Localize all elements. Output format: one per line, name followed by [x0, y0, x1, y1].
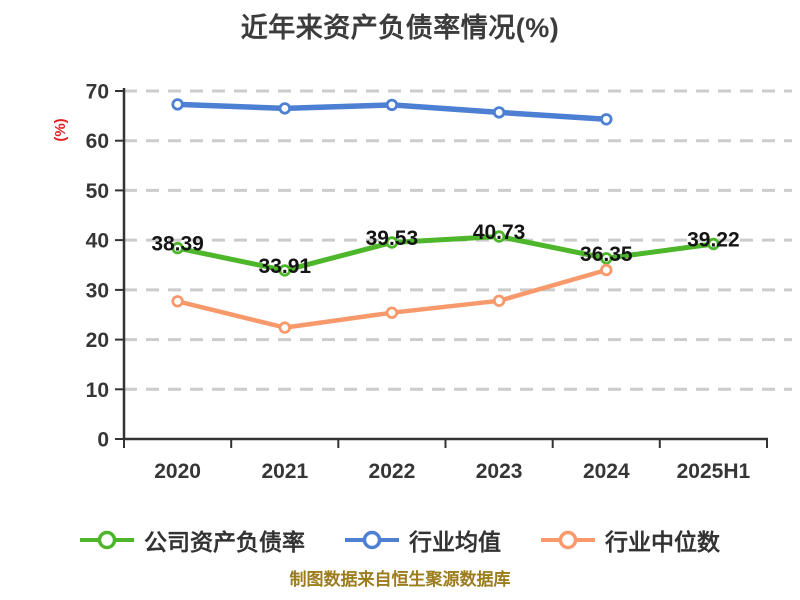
line-series-marker-icon [80, 530, 134, 550]
y-tick-label: 0 [97, 429, 109, 452]
y-tick-label: 10 [86, 379, 109, 402]
y-tick-label: 60 [86, 130, 109, 153]
chart-title: 近年来资产负债率情况(%) [240, 13, 560, 43]
data-point-industry-mean-2023[interactable] [492, 106, 506, 119]
y-tick-label: 40 [86, 230, 109, 253]
series-line-industry-median [175, 267, 609, 330]
data-point-industry-mean-2022[interactable] [385, 98, 399, 112]
x-tick-label: 2023 [476, 460, 523, 483]
x-tick-label: 2022 [369, 460, 416, 483]
label-layer: 38.39 33.91 39.53 40.73 36.35 39.22 [151, 221, 739, 278]
data-point-industry-median-2022[interactable] [385, 306, 399, 319]
data-label-company-debt-ratio-2025H1: 39.22 [687, 229, 740, 252]
data-point-company-debt-ratio-2021[interactable] [278, 264, 292, 277]
data-label-company-debt-ratio-2023: 40.73 [473, 221, 526, 244]
data-label-company-debt-ratio-2024: 36.35 [580, 243, 633, 266]
y-tick-label: 70 [86, 81, 109, 104]
legend-label: 行业中位数 [605, 529, 720, 555]
legend-label: 行业均值 [409, 529, 501, 555]
data-point-industry-mean-2024[interactable] [600, 113, 613, 126]
chart-legend: 公司资产负债率 行业均值 行业中位数 [0, 523, 800, 557]
line-series-marker-icon [345, 530, 399, 550]
grid-layer [124, 89, 792, 391]
data-source-note: 制图数据来自恒生聚源数据库 [289, 570, 511, 589]
y-tick-label: 20 [86, 329, 109, 352]
series-layer [171, 98, 720, 334]
data-label-company-debt-ratio-2022: 39.53 [366, 227, 419, 250]
line-series-marker-icon [541, 530, 595, 550]
x-tick-label: 2021 [261, 460, 308, 483]
legend-label: 公司资产负债率 [144, 529, 305, 555]
data-point-industry-median-2020[interactable] [171, 295, 184, 308]
legend-item-industry-mean[interactable]: 行业均值 [345, 523, 501, 557]
legend-item-company-debt-ratio[interactable]: 公司资产负债率 [80, 523, 305, 557]
data-label-company-debt-ratio-2021: 33.91 [259, 255, 312, 278]
series-line-company-debt-ratio [175, 234, 716, 273]
y-tick-label: 30 [86, 279, 109, 302]
data-point-company-debt-ratio-2022[interactable] [385, 236, 399, 249]
axis-layer: 0 10 20 30 40 50 60 70 2020 2021 2022 2023 2024 2025H… [86, 81, 768, 483]
data-point-industry-median-2021[interactable] [278, 321, 292, 334]
data-point-company-debt-ratio-2024[interactable] [600, 252, 613, 265]
x-tick-label: 2025H1 [677, 460, 751, 483]
data-point-industry-median-2024[interactable] [600, 263, 613, 277]
data-point-industry-mean-2020[interactable] [171, 98, 184, 111]
y-tick-label: 50 [86, 180, 109, 203]
data-point-company-debt-ratio-2020[interactable] [171, 241, 184, 255]
data-point-company-debt-ratio-2023[interactable] [492, 230, 506, 243]
data-point-industry-median-2023[interactable] [492, 294, 506, 308]
data-point-industry-mean-2021[interactable] [278, 102, 292, 115]
legend-item-industry-median[interactable]: 行业中位数 [541, 523, 720, 557]
x-tick-label: 2024 [583, 460, 630, 483]
x-tick-label: 2020 [154, 460, 201, 483]
data-label-company-debt-ratio-2020: 38.39 [151, 233, 204, 256]
data-point-company-debt-ratio-2025H1[interactable] [707, 237, 720, 251]
